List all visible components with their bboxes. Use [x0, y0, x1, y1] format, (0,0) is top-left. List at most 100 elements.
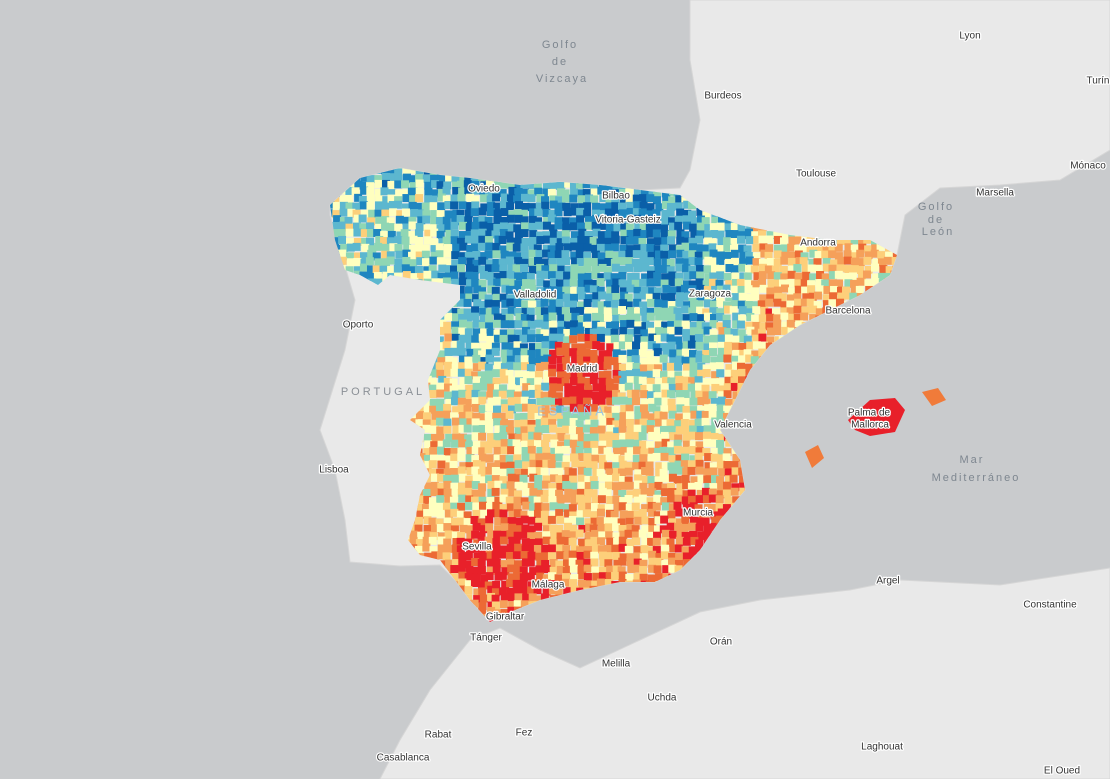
municipality-cell [647, 453, 656, 462]
municipality-cell [435, 217, 444, 226]
municipality-cell [562, 494, 571, 503]
municipality-cell [578, 453, 587, 462]
municipality-cell [452, 187, 461, 196]
municipality-cell [575, 420, 584, 429]
municipality-cell [430, 362, 439, 371]
municipality-cell [555, 524, 564, 533]
municipality-cell [493, 334, 502, 343]
municipality-cell [576, 350, 585, 359]
municipality-cell [437, 482, 446, 491]
municipality-cell [492, 538, 501, 547]
municipality-cell [647, 537, 656, 546]
municipality-cell [458, 482, 467, 491]
municipality-cell [569, 511, 578, 520]
municipality-cell [703, 299, 712, 308]
municipality-cell [507, 517, 516, 526]
municipality-cell [631, 272, 640, 281]
municipality-cell [834, 243, 843, 252]
municipality-cell [534, 187, 543, 196]
municipality-cell [619, 510, 628, 519]
municipality-cell [526, 558, 535, 567]
municipality-cell [493, 202, 502, 211]
municipality-cell [730, 487, 739, 496]
municipality-cell [632, 194, 641, 203]
municipality-cell [394, 236, 403, 245]
municipality-cell [745, 252, 754, 261]
municipality-cell [387, 230, 396, 239]
municipality-cell [484, 411, 493, 420]
municipality-cell [534, 257, 543, 266]
municipality-cell [430, 251, 439, 260]
municipality-cell [619, 244, 628, 253]
municipality-cell [471, 389, 480, 398]
municipality-cell [681, 356, 690, 365]
municipality-cell [577, 433, 586, 442]
municipality-cell [708, 494, 717, 503]
municipality-cell [633, 558, 642, 567]
municipality-cell [666, 208, 675, 217]
municipality-cell [575, 446, 584, 455]
municipality-cell [639, 440, 648, 449]
municipality-cell [689, 397, 698, 406]
municipality-cell [394, 223, 403, 232]
municipality-cell [408, 251, 417, 260]
municipality-cell [464, 552, 473, 561]
municipality-cell [542, 188, 551, 197]
municipality-cell [715, 292, 724, 301]
municipality-cell [624, 529, 633, 538]
municipality-cell [613, 537, 622, 546]
municipality-cell [793, 293, 802, 302]
municipality-cell [703, 425, 712, 434]
municipality-cell [471, 530, 480, 539]
municipality-cell [765, 244, 774, 253]
municipality-cell [513, 391, 522, 400]
municipality-cell [505, 426, 514, 435]
municipality-cell [520, 396, 529, 405]
municipality-cell [477, 559, 486, 568]
municipality-cell [689, 243, 698, 252]
municipality-cell [640, 398, 649, 407]
municipality-cell [702, 209, 711, 218]
municipality-cell [526, 334, 535, 343]
municipality-cell [443, 448, 452, 457]
municipality-cell [465, 411, 474, 420]
municipality-cell [589, 181, 598, 190]
municipality-cell [478, 361, 487, 370]
municipality-cell [570, 496, 579, 505]
municipality-cell [339, 216, 348, 225]
municipality-cell [445, 265, 454, 274]
municipality-cell [606, 343, 615, 352]
municipality-cell [556, 355, 565, 364]
municipality-cell [694, 376, 703, 385]
municipality-cell [701, 244, 710, 253]
municipality-cell [520, 314, 529, 323]
municipality-cell [583, 377, 592, 386]
municipality-cell [695, 341, 704, 350]
municipality-cell [612, 565, 621, 574]
municipality-cell [541, 439, 550, 448]
municipality-cell [542, 531, 551, 540]
municipality-cell [702, 349, 711, 358]
municipality-cell [864, 279, 873, 288]
municipality-cell [626, 425, 635, 434]
municipality-cell [676, 342, 685, 351]
municipality-cell [514, 188, 523, 197]
municipality-cell [633, 376, 642, 385]
municipality-cell [556, 333, 565, 342]
municipality-cell [549, 327, 558, 336]
municipality-cell [745, 321, 754, 330]
municipality-cell [576, 207, 585, 216]
municipality-cell [564, 488, 573, 497]
municipality-cell [442, 439, 451, 448]
municipality-cell [409, 418, 418, 427]
municipality-cell [655, 377, 664, 386]
municipality-cell [477, 420, 486, 429]
municipality-cell [520, 263, 529, 272]
municipality-cell [659, 447, 668, 456]
municipality-cell [809, 249, 818, 258]
municipality-cell [737, 368, 746, 377]
municipality-cell [402, 223, 411, 232]
municipality-cell [638, 509, 647, 518]
municipality-cell [689, 425, 698, 434]
municipality-cell [618, 383, 627, 392]
